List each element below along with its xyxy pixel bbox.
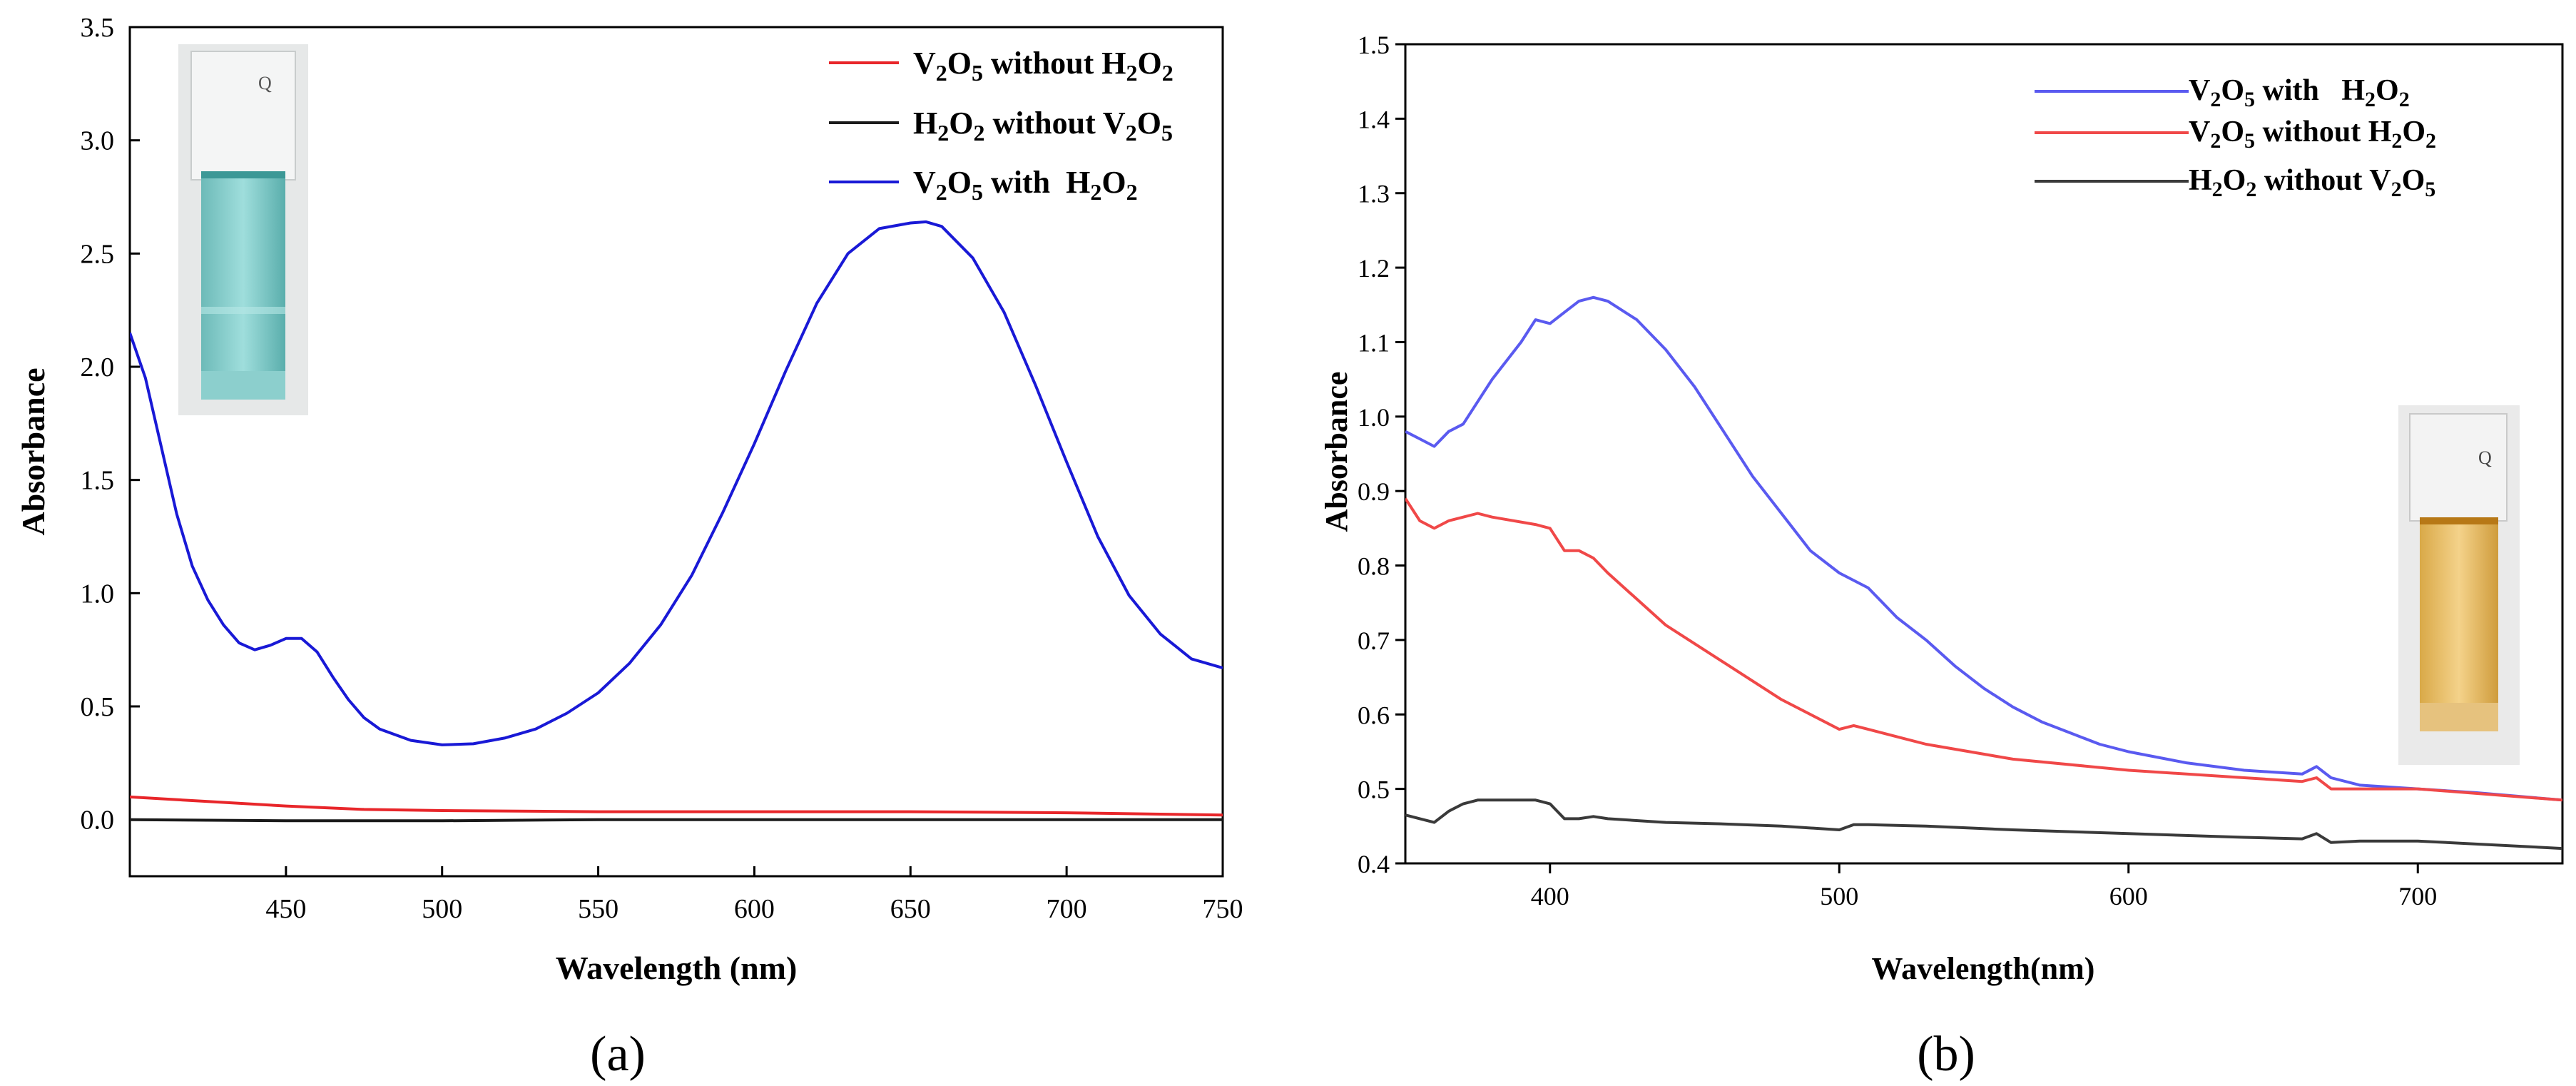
- y-axis-label-b: Absorbance: [1319, 372, 1354, 532]
- x-tick-label-b-3: 700: [2398, 882, 2437, 910]
- y-tick-label-a-7: 3.5: [81, 13, 115, 43]
- series-line-b-2: [1405, 798, 2562, 851]
- x-axis-label-b: Wavelength(nm): [1872, 951, 2095, 986]
- x-tick-label-a-6: 750: [1203, 894, 1243, 924]
- legend-label-b-2: H2O2 without V2O5: [2189, 164, 2435, 201]
- y-tick-label-a-5: 2.5: [81, 239, 115, 269]
- y-tick-label-b-2: 0.6: [1358, 701, 1390, 729]
- y-tick-label-a-1: 0.5: [81, 692, 115, 722]
- y-tick-label-b-7: 1.1: [1358, 328, 1390, 357]
- legend-label-a-1: H2O2 without V2O5: [913, 106, 1173, 146]
- y-tick-label-a-4: 2.0: [81, 352, 115, 382]
- series-line-b-0: [1405, 295, 2562, 802]
- x-tick-label-a-4: 650: [890, 894, 931, 924]
- y-tick-label-a-2: 1.0: [81, 579, 115, 609]
- chart-panel-a: 0.0 0.5 1.0 1.5 2.0 2.5 3.0 3.5 450 500 550 600 650 7…: [15, 13, 1243, 1082]
- series-line-b-1: [1405, 497, 2562, 802]
- y-tick-label-b-3: 0.7: [1358, 626, 1390, 655]
- axis-ticks-a: 0.0 0.5 1.0 1.5 2.0 2.5 3.0 3.5 450 500 550 600 650 7…: [81, 13, 1243, 924]
- x-axis-label-a: Wavelength (nm): [556, 950, 798, 986]
- y-tick-label-a-3: 1.5: [81, 466, 115, 496]
- y-tick-label-b-5: 0.9: [1358, 477, 1390, 506]
- series-line-a-0: [130, 795, 1223, 817]
- legend-label-a-2: V2O5 with H2O2: [913, 165, 1138, 205]
- chart-panel-b: 0.4 0.5 0.6 0.7 0.8 0.9 1.0 1.1 1.2 1.3 1.4 1.5 400 5…: [1319, 31, 2564, 1082]
- axis-ticks-b: 0.4 0.5 0.6 0.7 0.8 0.9 1.0 1.1 1.2 1.3 1.4 1.5 400 5…: [1358, 31, 2437, 910]
- y-tick-label-b-9: 1.3: [1358, 180, 1390, 208]
- y-tick-label-b-6: 1.0: [1358, 403, 1390, 432]
- x-tick-label-a-2: 550: [578, 894, 618, 924]
- y-axis-label-a: Absorbance: [15, 367, 51, 535]
- series-line-a-2: [130, 220, 1223, 746]
- legend-b: V2O5 with H2O2 V2O5 without H2O2 H2O2 wi…: [2035, 74, 2436, 201]
- panel-label-a: (a): [590, 1027, 646, 1082]
- y-tick-label-b-11: 1.5: [1358, 31, 1390, 59]
- panel-label-b: (b): [1917, 1027, 1975, 1082]
- x-tick-label-a-3: 600: [734, 894, 775, 924]
- legend-label-a-0: V2O5 without H2O2: [913, 46, 1174, 86]
- x-tick-label-a-0: 450: [265, 894, 306, 924]
- x-tick-label-b-0: 400: [1531, 882, 1569, 910]
- y-tick-label-b-8: 1.2: [1358, 254, 1390, 283]
- svg-text:Q: Q: [258, 73, 272, 93]
- x-tick-label-a-1: 500: [422, 894, 462, 924]
- series-group-a: [130, 220, 1223, 823]
- y-tick-label-b-1: 0.5: [1358, 776, 1390, 804]
- cuvette-yellow-inset: Q: [2398, 405, 2520, 765]
- plot-frame-b: [1404, 43, 2564, 865]
- y-tick-label-a-6: 3.0: [81, 126, 115, 156]
- series-line-a-1: [130, 818, 1223, 823]
- plot-frame-a: [128, 26, 1224, 878]
- legend-label-b-1: V2O5 without H2O2: [2189, 116, 2436, 153]
- y-tick-label-b-4: 0.8: [1358, 552, 1390, 581]
- y-tick-label-b-0: 0.4: [1358, 850, 1390, 878]
- y-tick-label-a-0: 0.0: [81, 806, 115, 836]
- x-tick-label-b-1: 500: [1820, 882, 1858, 910]
- legend-a: V2O5 without H2O2 H2O2 without V2O5 V2O5…: [829, 46, 1174, 205]
- x-tick-label-b-2: 600: [2109, 882, 2148, 910]
- series-group-b: [1405, 295, 2562, 851]
- cuvette-blue-inset: Q: [178, 44, 308, 415]
- svg-text:Q: Q: [2478, 447, 2492, 468]
- x-tick-label-a-5: 700: [1047, 894, 1087, 924]
- y-tick-label-b-10: 1.4: [1358, 105, 1390, 133]
- legend-label-b-0: V2O5 with H2O2: [2189, 74, 2410, 111]
